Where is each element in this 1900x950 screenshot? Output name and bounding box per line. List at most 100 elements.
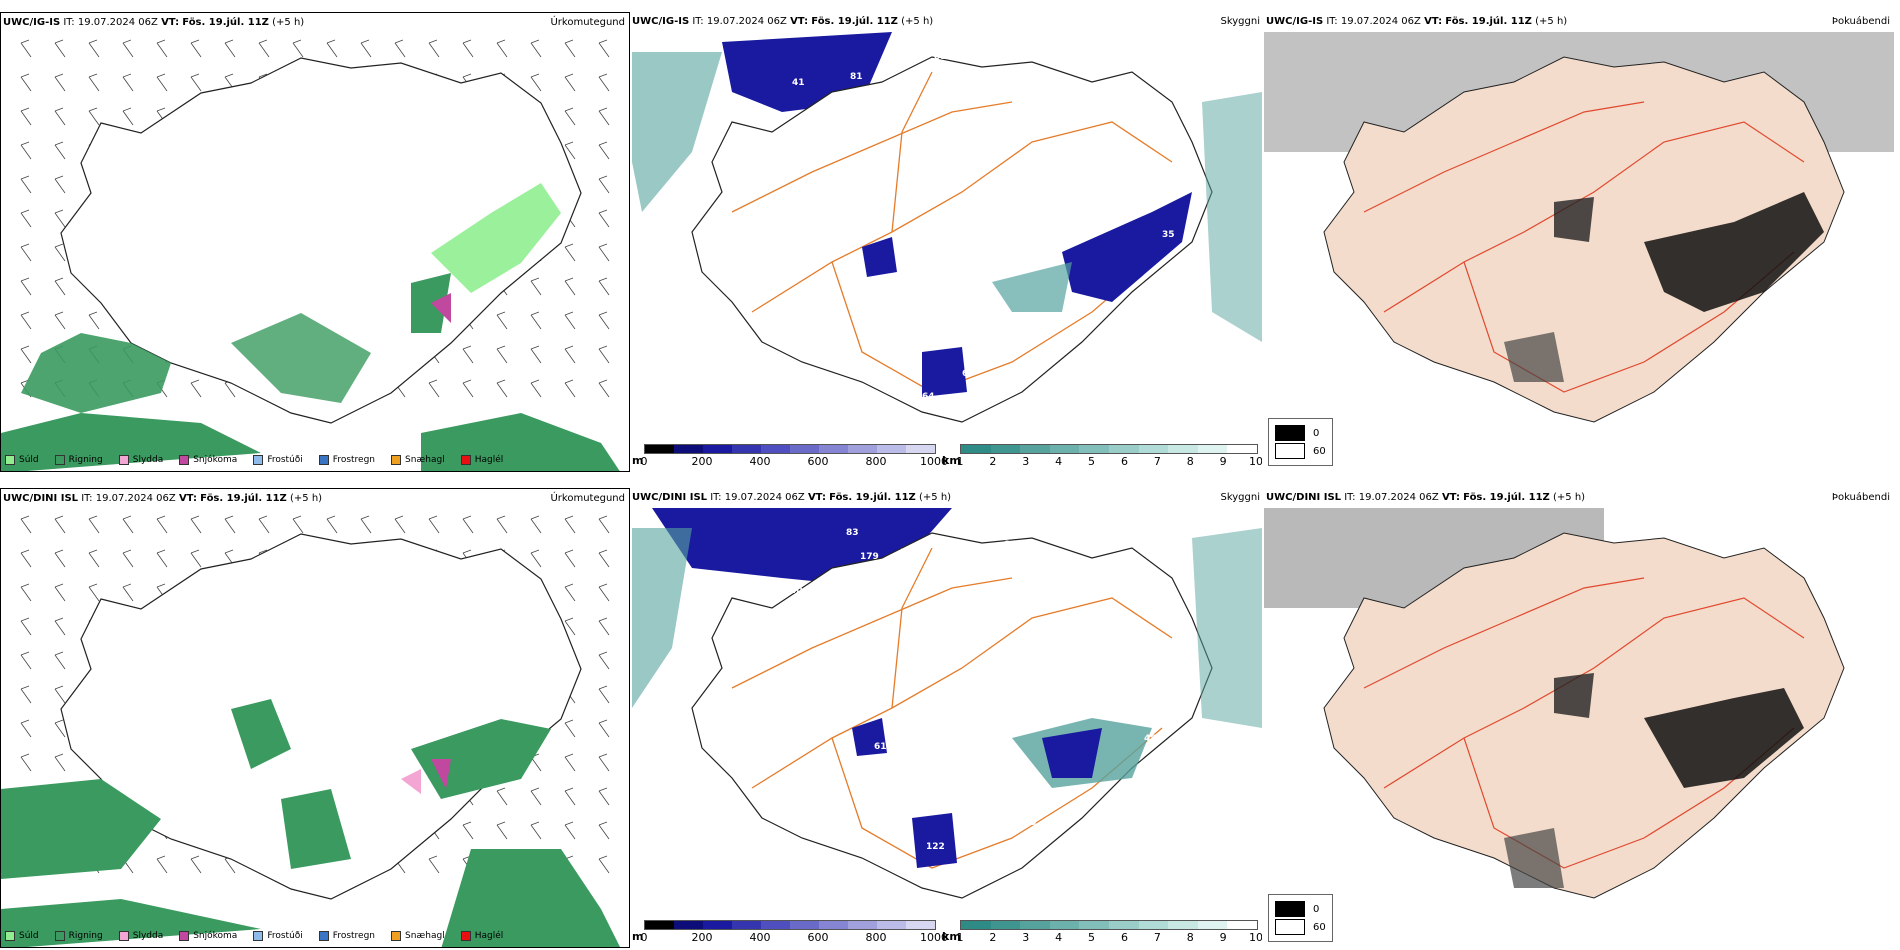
wind-barb-flag [564,753,574,758]
wind-barb [598,722,610,738]
ceiling-value-label: 83 [934,52,947,62]
wind-barb [598,688,610,704]
wind-barb-flag [462,515,472,520]
wind-barb [54,688,66,704]
ceiling-value-label: 41 [1110,340,1123,350]
wind-barb-flag [564,821,574,826]
wind-barb-flag [598,141,608,146]
wind-barb [88,76,100,92]
wind-barb-flag [496,345,506,350]
wind-barb [564,756,576,772]
wind-barb-flag [564,107,574,112]
wind-barb [54,722,66,738]
wind-barb [156,76,168,92]
panel-header: UWC/IG-IS IT: 19.07.2024 06Z VT: Fös. 19… [3,17,305,28]
legend-item: Snjókoma [179,455,237,465]
wind-barb [496,314,508,330]
wind-barb-flag [20,73,30,78]
wind-barb [20,654,32,670]
wind-barb [156,518,168,534]
wind-barb-flag [598,243,608,248]
wind-barb [598,824,610,840]
wind-barb [530,42,542,58]
wind-barb-flag [530,73,540,78]
wind-barb [428,858,440,874]
wind-barb-flag [598,855,608,860]
legend-item: Frostregn [318,931,375,941]
wind-barb [598,790,610,806]
wind-barb-flag [598,175,608,180]
wind-barb [598,586,610,602]
wind-barb-flag [598,345,608,350]
ceiling-value-label: 28 [962,422,975,432]
wind-barb-flag [428,515,438,520]
wind-barb-flag [530,821,540,826]
wind-barb-flag [258,515,268,520]
ceiling-value-label: 96 [858,104,871,114]
scale-tick: 9 [1219,455,1227,468]
wind-barb [530,382,542,398]
wind-barb-flag [54,753,64,758]
legend-swatch [179,455,190,465]
wind-barb-flag [54,73,64,78]
fog-legend-label: 0 [1313,903,1320,915]
scale-tick: 6 [1120,455,1128,468]
wind-barb [88,314,100,330]
wind-barb-flag [122,583,132,588]
wind-barb [564,586,576,602]
wind-barb [564,144,576,160]
wind-barb-flag [530,345,540,350]
precip-map [1,515,620,947]
wind-barb-flag [122,549,132,554]
fog-legend-label: 60 [1313,445,1326,457]
wind-barb [20,144,32,160]
ceiling-scale: m 0 200 400 600 800 1000 [632,920,948,944]
wind-barb [530,314,542,330]
wind-barb-flag [20,243,30,248]
wind-barb-flag [20,549,30,554]
wind-barb [598,110,610,126]
legend-swatch [253,455,264,465]
wind-barb [598,382,610,398]
fog-legend-row: 60 [1275,919,1326,935]
wind-barb-flag [20,39,30,44]
wind-barb [564,280,576,296]
wind-barb [564,620,576,636]
ceiling-value-label: 193 [832,592,851,602]
wind-barb [54,280,66,296]
fog-legend-swatch [1275,425,1305,441]
fog-legend-label: 60 [1313,921,1326,933]
wind-barb [598,518,610,534]
wind-barb [428,382,440,398]
ceiling-value-label: 42 [904,266,917,276]
ceiling-value-label: 84 [1004,540,1017,550]
wind-barb [598,246,610,262]
wind-barb [530,552,542,568]
legend-label: Frostúði [267,455,303,465]
wind-barb-flag [54,719,64,724]
wind-barb-flag [530,39,540,44]
ceiling-value-label: 40 [790,586,803,596]
wind-barb-flag [54,685,64,690]
wind-barb-flag [54,515,64,520]
wind-barb-flag [564,39,574,44]
panel-header: UWC/IG-IS IT: 19.07.2024 06Z VT: Fös. 19… [1266,16,1568,27]
scale-tick: 5 [1088,931,1096,944]
wind-barb-flag [530,787,540,792]
wind-barb [598,654,610,670]
legend-swatch [5,455,15,465]
scale-tick: 0 [640,455,648,468]
ceiling-value-label: 97 [1076,803,1089,813]
wind-barb-flag [462,549,472,554]
ceiling-value-label: 65 [962,369,975,379]
ceiling-value-label: 42 [1126,810,1139,820]
ceiling-value-label: 64 [922,392,935,402]
precip-type-legend: Súld Rigning Slydda Snjókoma Frostúði Frostre… [5,931,503,941]
wind-barb [564,42,576,58]
legend-label: Snjókoma [193,455,238,465]
wind-barb [496,518,508,534]
wind-barb [156,42,168,58]
wind-barb-flag [54,583,64,588]
wind-barb-flag [496,515,506,520]
wind-barb-flag [258,549,268,554]
